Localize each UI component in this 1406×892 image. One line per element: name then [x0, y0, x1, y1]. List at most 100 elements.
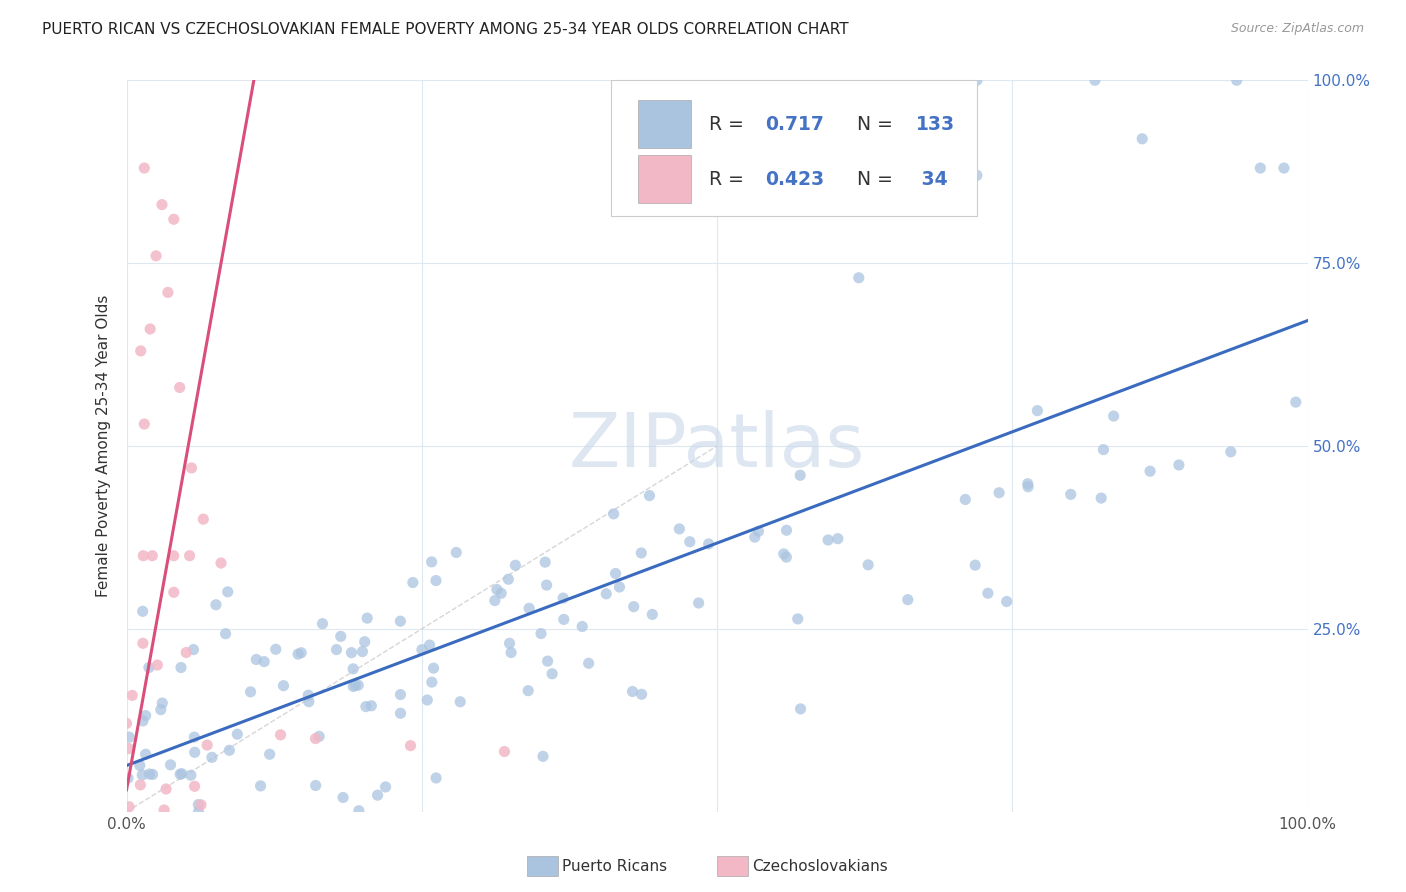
Point	[995, 594, 1018, 608]
Point	[214, 626, 236, 640]
Point	[135, 747, 157, 762]
Point	[155, 781, 177, 796]
Point	[536, 654, 558, 668]
Point	[150, 696, 173, 710]
Point	[420, 555, 443, 569]
Point	[131, 604, 153, 618]
Point	[1090, 491, 1112, 505]
Point	[354, 699, 377, 714]
Point	[169, 767, 191, 781]
Point	[1285, 395, 1308, 409]
Point	[772, 547, 794, 561]
Point	[353, 634, 375, 648]
Point	[129, 778, 152, 792]
Point	[347, 804, 370, 818]
Point	[1092, 442, 1115, 457]
Point	[135, 708, 157, 723]
Point	[209, 556, 232, 570]
Point	[187, 805, 209, 819]
Point	[498, 572, 520, 586]
Bar	[638, 155, 692, 202]
Point	[145, 249, 167, 263]
Point	[183, 642, 205, 657]
Point	[332, 790, 354, 805]
Point	[1026, 403, 1049, 417]
Point	[856, 558, 879, 572]
Point	[273, 679, 295, 693]
Point	[149, 703, 172, 717]
Point	[817, 533, 839, 547]
Point	[118, 799, 141, 814]
Point	[1017, 476, 1039, 491]
Point	[553, 591, 575, 606]
Point	[977, 586, 1000, 600]
Text: Puerto Ricans: Puerto Ricans	[562, 859, 668, 873]
Point	[264, 642, 287, 657]
Point	[290, 646, 312, 660]
Point	[420, 675, 443, 690]
Point	[517, 601, 540, 615]
Point	[159, 757, 181, 772]
Point	[134, 417, 156, 431]
Point	[218, 743, 240, 757]
Point	[489, 586, 512, 600]
Point	[132, 549, 155, 563]
Point	[132, 636, 155, 650]
Point	[679, 534, 702, 549]
Point	[170, 660, 193, 674]
Point	[115, 716, 138, 731]
Point	[1060, 487, 1083, 501]
Point	[517, 683, 540, 698]
Point	[187, 797, 209, 812]
Point	[399, 739, 422, 753]
Point	[595, 587, 617, 601]
Point	[169, 380, 191, 394]
Point	[340, 646, 363, 660]
Point	[142, 767, 165, 781]
Point	[131, 768, 153, 782]
Point	[621, 684, 644, 698]
Point	[966, 73, 988, 87]
Point	[308, 730, 330, 744]
Point	[449, 695, 471, 709]
Point	[389, 614, 412, 628]
Point	[605, 566, 627, 581]
Point	[190, 797, 212, 812]
Point	[623, 599, 645, 614]
Point	[342, 680, 364, 694]
Point	[253, 655, 276, 669]
Point	[287, 647, 309, 661]
Point	[183, 779, 205, 793]
Point	[988, 485, 1011, 500]
Point	[416, 693, 439, 707]
Point	[138, 660, 160, 674]
Point	[1249, 161, 1271, 175]
Point	[485, 582, 508, 597]
Point	[344, 678, 367, 692]
Point	[201, 750, 224, 764]
Point	[195, 738, 218, 752]
Point	[132, 714, 155, 728]
Point	[374, 780, 396, 794]
Point	[163, 212, 186, 227]
Point	[630, 687, 652, 701]
Point	[305, 779, 328, 793]
Point	[1139, 464, 1161, 478]
Point	[531, 749, 554, 764]
Text: 34: 34	[915, 169, 948, 188]
Point	[494, 745, 516, 759]
Point	[128, 758, 150, 772]
Point	[389, 688, 412, 702]
Point	[571, 619, 593, 633]
Point	[180, 461, 202, 475]
Point	[329, 629, 352, 643]
Point	[129, 343, 152, 358]
Point	[389, 706, 412, 721]
Point	[425, 574, 447, 588]
Text: Source: ZipAtlas.com: Source: ZipAtlas.com	[1230, 22, 1364, 36]
Point	[174, 646, 197, 660]
Point	[249, 779, 271, 793]
Point	[360, 698, 382, 713]
Text: 133: 133	[915, 115, 955, 134]
Point	[747, 524, 769, 539]
